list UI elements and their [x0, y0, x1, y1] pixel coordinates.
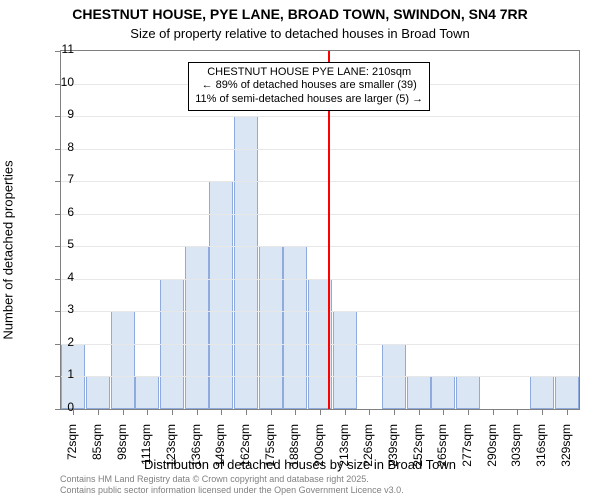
- x-tick: [271, 409, 272, 415]
- gridline: [61, 116, 579, 117]
- x-tick-label: 149sqm: [213, 424, 227, 474]
- x-tick: [172, 409, 173, 415]
- copyright-line: Contains HM Land Registry data © Crown c…: [60, 474, 404, 485]
- histogram-bar: [135, 376, 159, 409]
- y-tick-label: 10: [44, 75, 74, 89]
- histogram-bar: [259, 246, 283, 409]
- y-tick-label: 7: [44, 172, 74, 186]
- histogram-bar: [234, 116, 258, 409]
- x-tick-label: 213sqm: [337, 424, 351, 474]
- chart-subtitle: Size of property relative to detached ho…: [0, 26, 600, 41]
- x-tick: [517, 409, 518, 415]
- x-tick-label: 290sqm: [485, 424, 499, 474]
- histogram-bar: [333, 311, 357, 409]
- x-tick: [147, 409, 148, 415]
- x-tick-label: 200sqm: [312, 424, 326, 474]
- x-tick: [567, 409, 568, 415]
- x-tick-label: 252sqm: [411, 424, 425, 474]
- x-tick: [320, 409, 321, 415]
- x-tick-label: 175sqm: [263, 424, 277, 474]
- plot-area: CHESTNUT HOUSE PYE LANE: 210sqm← 89% of …: [60, 50, 580, 410]
- x-tick: [123, 409, 124, 415]
- gridline: [61, 181, 579, 182]
- chart-title: CHESTNUT HOUSE, PYE LANE, BROAD TOWN, SW…: [0, 6, 600, 22]
- x-tick: [246, 409, 247, 415]
- histogram-bar: [431, 376, 455, 409]
- y-tick-label: 3: [44, 302, 74, 316]
- x-tick: [493, 409, 494, 415]
- x-tick-label: 265sqm: [435, 424, 449, 474]
- gridline: [61, 376, 579, 377]
- x-tick: [394, 409, 395, 415]
- x-tick: [221, 409, 222, 415]
- gridline: [61, 311, 579, 312]
- y-tick-label: 9: [44, 107, 74, 121]
- gridline: [61, 279, 579, 280]
- copyright-text: Contains HM Land Registry data © Crown c…: [60, 474, 404, 496]
- x-tick-label: 85sqm: [90, 424, 104, 474]
- x-tick-label: 239sqm: [386, 424, 400, 474]
- annotation-box: CHESTNUT HOUSE PYE LANE: 210sqm← 89% of …: [188, 62, 430, 111]
- gridline: [61, 214, 579, 215]
- x-tick: [468, 409, 469, 415]
- histogram-bar: [111, 311, 135, 409]
- x-tick: [197, 409, 198, 415]
- histogram-bar: [185, 246, 209, 409]
- gridline: [61, 246, 579, 247]
- x-tick-label: 72sqm: [65, 424, 79, 474]
- y-tick-label: 1: [44, 367, 74, 381]
- histogram-bar: [555, 376, 579, 409]
- gridline: [61, 149, 579, 150]
- y-tick-label: 6: [44, 205, 74, 219]
- histogram-bar: [86, 376, 110, 409]
- x-tick: [98, 409, 99, 415]
- x-tick-label: 98sqm: [115, 424, 129, 474]
- x-tick-label: 226sqm: [361, 424, 375, 474]
- chart-container: CHESTNUT HOUSE, PYE LANE, BROAD TOWN, SW…: [0, 0, 600, 500]
- x-tick: [443, 409, 444, 415]
- y-tick-label: 5: [44, 237, 74, 251]
- x-tick: [419, 409, 420, 415]
- x-tick-label: 316sqm: [534, 424, 548, 474]
- x-tick-label: 188sqm: [287, 424, 301, 474]
- x-tick: [542, 409, 543, 415]
- histogram-bar: [456, 376, 480, 409]
- x-tick: [369, 409, 370, 415]
- y-tick-label: 0: [44, 400, 74, 414]
- x-tick-label: 136sqm: [189, 424, 203, 474]
- y-tick-label: 8: [44, 140, 74, 154]
- y-tick-label: 11: [44, 42, 74, 56]
- x-tick-label: 329sqm: [559, 424, 573, 474]
- x-tick: [295, 409, 296, 415]
- gridline: [61, 344, 579, 345]
- histogram-bar: [407, 376, 431, 409]
- histogram-bar: [209, 181, 233, 409]
- x-tick-label: 303sqm: [509, 424, 523, 474]
- x-tick-label: 111sqm: [139, 424, 153, 474]
- annotation-line: ← 89% of detached houses are smaller (39…: [195, 79, 423, 93]
- annotation-line: 11% of semi-detached houses are larger (…: [195, 93, 423, 107]
- y-tick-label: 2: [44, 335, 74, 349]
- histogram-bar: [283, 246, 307, 409]
- y-tick-label: 4: [44, 270, 74, 284]
- x-tick-label: 123sqm: [164, 424, 178, 474]
- y-axis-label: Number of detached properties: [1, 160, 16, 339]
- histogram-bar: [530, 376, 554, 409]
- x-tick: [345, 409, 346, 415]
- copyright-line: Contains public sector information licen…: [60, 485, 404, 496]
- x-tick-label: 277sqm: [460, 424, 474, 474]
- x-tick-label: 162sqm: [238, 424, 252, 474]
- annotation-line: CHESTNUT HOUSE PYE LANE: 210sqm: [195, 66, 423, 80]
